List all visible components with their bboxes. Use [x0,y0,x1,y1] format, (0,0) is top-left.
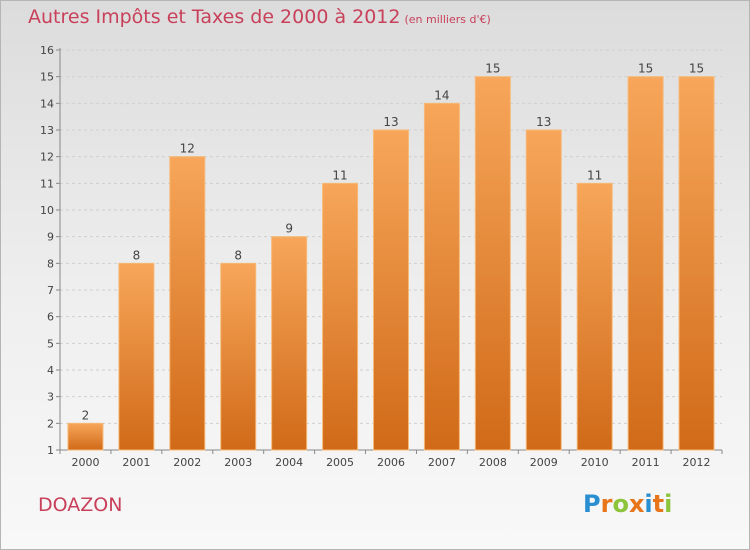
data-label: 13 [383,115,398,129]
commune-name: DOAZON [38,494,123,516]
x-tick-label: 2001 [122,456,150,469]
logo-letter: i [664,490,673,518]
title-text: Autres Impôts et Taxes de 2000 à 2012 [28,6,401,28]
y-tick-label: 9 [47,231,54,244]
x-tick-label: 2003 [224,456,252,469]
data-label: 11 [587,168,602,182]
y-tick-label: 16 [40,44,54,57]
bar [423,102,460,451]
data-label: 8 [133,248,141,262]
data-label: 12 [180,142,195,156]
bar [373,129,409,451]
x-tick-label: 2002 [173,456,201,469]
bar [118,262,155,451]
proxiti-logo: Proxiti [583,490,672,518]
bar [627,76,664,451]
data-label: 15 [689,62,704,76]
x-tick-label: 2000 [71,456,99,469]
data-label: 15 [485,62,500,76]
bars [67,76,715,451]
chart-title: Autres Impôts et Taxes de 2000 à 2012 (en… [28,6,491,28]
y-tick-label: 5 [47,337,54,350]
data-label: 15 [638,62,653,76]
bar [169,156,206,451]
x-tick-label: 2004 [275,456,303,469]
y-tick-label: 15 [40,71,54,84]
y-tick-label: 8 [47,257,54,270]
logo-letter: r [600,490,613,518]
logo-letter: P [583,490,601,518]
bar [678,76,715,451]
y-tick-label: 6 [47,311,54,324]
unit-label: (en milliers d'€) [404,13,491,26]
x-tick-label: 2005 [326,456,354,469]
y-tick-label: 11 [40,177,54,190]
data-label: 9 [285,222,293,236]
data-label: 14 [434,88,449,102]
data-label: 8 [234,248,242,262]
x-tick-label: 2009 [530,456,558,469]
x-tick-label: 2008 [479,456,507,469]
bar [474,76,511,451]
y-tick-label: 3 [47,391,54,404]
bar [576,182,613,451]
y-tick-label: 10 [40,204,54,217]
x-tick-label: 2010 [581,456,609,469]
x-tick-label: 2006 [377,456,405,469]
y-tick-label: 1 [47,444,54,457]
labels: 1234567891011121314151620002200182002122… [40,44,711,469]
y-tick-label: 2 [47,417,54,430]
logo-letter: t [652,490,665,518]
logo-letter: o [612,490,629,518]
y-tick-label: 14 [40,97,54,110]
logo-letter: i [644,490,653,518]
x-tick-label: 2011 [632,456,660,469]
y-tick-label: 12 [40,151,54,164]
x-tick-label: 2012 [683,456,711,469]
logo-letter: x [628,490,645,518]
y-tick-label: 7 [47,284,54,297]
y-tick-label: 13 [40,124,54,137]
y-tick-label: 4 [47,364,54,377]
x-tick-label: 2007 [428,456,456,469]
data-label: 13 [536,115,551,129]
data-label: 2 [82,408,90,422]
bar [525,129,562,451]
bar [322,182,359,451]
bar [67,422,104,451]
bar [271,236,308,451]
data-label: 11 [332,168,347,182]
bar [220,262,257,451]
